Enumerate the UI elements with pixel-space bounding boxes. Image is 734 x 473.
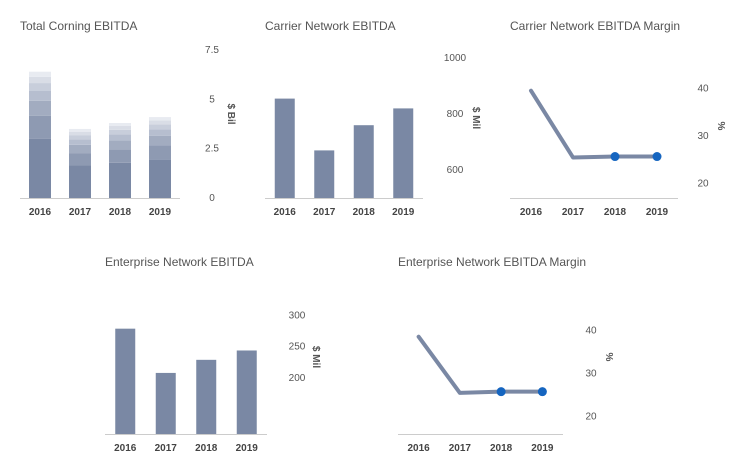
bar-segment (149, 135, 171, 146)
series-line (529, 88, 659, 160)
chart-title: Carrier Network EBITDA (265, 19, 396, 33)
y-tick-label: 7.5 (205, 45, 219, 56)
x-tick-label: 2016 (114, 443, 137, 454)
bar-segment (109, 126, 131, 130)
bar (155, 372, 176, 434)
bar-segment (29, 138, 51, 198)
y-tick-label: 20 (585, 412, 597, 423)
x-tick-label: 2017 (155, 443, 178, 454)
bar (274, 98, 295, 198)
panel-total-corning-ebitda: Total Corning EBITDA 0 2.5 5 7.5 $ Bil 2016 20… (0, 0, 240, 230)
y-tick-label: 20 (697, 179, 709, 190)
chart-carrier-network-ebitda-margin: 20 30 40% 2016 2017 2018 2019 (510, 83, 726, 218)
x-tick-label: 2018 (109, 207, 132, 218)
bar-segment (149, 117, 171, 121)
chart-enterprise-network-ebitda: 200 250 300 $ Mil 2016 2017 2018 2019 (105, 311, 321, 454)
chart-title: Enterprise Network EBITDA Margin (398, 255, 587, 269)
bar-segment (29, 115, 51, 139)
y-tick-label: 2.5 (205, 144, 219, 155)
y-tick-label: 30 (585, 368, 597, 379)
y-axis-label: $ Bil (225, 103, 236, 124)
y-tick-label: 40 (697, 83, 709, 94)
bar-segment (149, 145, 171, 160)
x-tick-label: 2019 (149, 207, 172, 218)
x-tick-label: 2019 (531, 443, 554, 454)
x-tick-label: 2018 (195, 443, 218, 454)
data-point (496, 387, 506, 397)
panel-carrier-network-ebitda-margin: Carrier Network EBITDA Margin 20 30 40% 201… (490, 0, 734, 230)
bar-segment (149, 120, 171, 125)
y-axis-label: % (715, 122, 726, 131)
y-tick-label: 300 (289, 311, 306, 322)
y-tick-label: 250 (289, 342, 306, 353)
data-point (652, 152, 662, 162)
bar-segment (69, 139, 91, 145)
x-tick-label: 2016 (520, 207, 543, 218)
bar (393, 108, 414, 198)
chart-enterprise-network-ebitda-margin: 20 30 40% 2016 2017 2018 2019 (398, 325, 614, 454)
data-point (537, 387, 547, 397)
bar (236, 350, 257, 434)
x-tick-label: 2018 (353, 207, 376, 218)
data-point (610, 152, 620, 162)
y-axis-label: $ Mil (310, 346, 321, 368)
x-tick-label: 2019 (236, 443, 259, 454)
bar-segment (149, 129, 171, 136)
y-tick-label: 1000 (444, 53, 467, 64)
y-tick-label: 600 (447, 165, 464, 176)
panel-enterprise-network-ebitda: Enterprise Network EBITDA 200 250 300 $ Mil… (85, 240, 345, 473)
bar-segment (69, 153, 91, 166)
bar (196, 359, 217, 434)
bar-segment (29, 90, 51, 101)
chart-title: Carrier Network EBITDA Margin (510, 19, 681, 33)
y-tick-label: 5 (209, 94, 215, 105)
bar-segment (69, 131, 91, 136)
y-tick-label: 800 (447, 109, 464, 120)
chart-title: Total Corning EBITDA (20, 19, 138, 33)
y-axis-label: % (603, 353, 614, 362)
panel-carrier-network-ebitda: Carrier Network EBITDA 600 800 1000 $ Mil 20… (245, 0, 485, 230)
x-tick-label: 2016 (29, 207, 52, 218)
chart-title: Enterprise Network EBITDA (105, 255, 254, 269)
bar-segment (109, 140, 131, 150)
bar (353, 125, 374, 198)
chart-carrier-network-ebitda: 600 800 1000 $ Mil 2016 2017 2018 2019 (265, 53, 481, 218)
bar-segment (29, 71, 51, 77)
bar-segment (29, 100, 51, 116)
bar-segment (69, 144, 91, 154)
bar (314, 150, 335, 198)
x-tick-label: 2018 (604, 207, 627, 218)
bar-segment (149, 124, 171, 130)
x-tick-label: 2017 (69, 207, 92, 218)
y-tick-label: 200 (289, 373, 306, 384)
x-tick-label: 2017 (313, 207, 336, 218)
y-axis-label: $ Mil (470, 107, 481, 129)
x-tick-label: 2016 (274, 207, 297, 218)
bar-segment (109, 129, 131, 135)
bar-segment (29, 83, 51, 91)
bar-segment (69, 165, 91, 198)
y-tick-label: 30 (697, 131, 709, 142)
y-tick-label: 0 (209, 193, 215, 204)
bar-segment (109, 134, 131, 141)
x-tick-label: 2017 (562, 207, 585, 218)
bar-segment (149, 159, 171, 198)
y-tick-label: 40 (585, 325, 597, 336)
bar-segment (109, 123, 131, 127)
bar-segment (69, 128, 91, 132)
bar-segment (29, 76, 51, 84)
bar (115, 328, 136, 434)
x-tick-label: 2016 (408, 443, 431, 454)
bar-segment (109, 149, 131, 163)
x-tick-label: 2017 (449, 443, 472, 454)
x-tick-label: 2019 (646, 207, 669, 218)
bar-segment (69, 135, 91, 140)
x-tick-label: 2019 (392, 207, 415, 218)
bar-segment (109, 162, 131, 198)
panel-enterprise-network-ebitda-margin: Enterprise Network EBITDA Margin 20 30 40%… (378, 240, 678, 473)
series-line (416, 334, 545, 395)
x-tick-label: 2018 (490, 443, 513, 454)
chart-total-corning-ebitda: 0 2.5 5 7.5 $ Bil 2016 2017 2018 2019 (20, 45, 236, 218)
